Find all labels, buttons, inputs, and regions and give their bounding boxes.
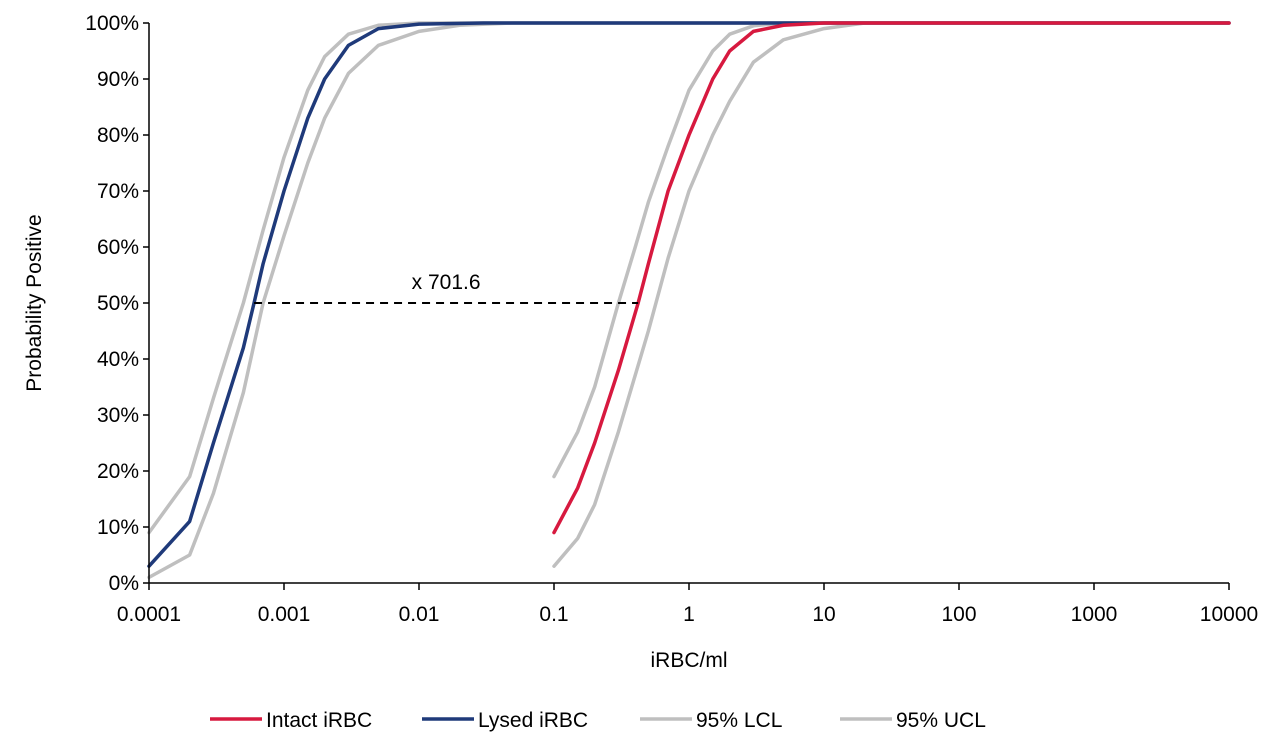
y-tick-label: 0% — [109, 572, 139, 595]
y-tick-label: 100% — [85, 12, 139, 35]
y-tick-label: 10% — [97, 516, 139, 539]
y-tick-labels: 0% 10% 20% 30% 40% 50% 60% 70% 80% 90% 100% — [85, 12, 139, 595]
y-tick-label: 30% — [97, 404, 139, 427]
x-tick-labels: 0.0001 0.001 0.01 0.1 1 10 100 1000 10000 — [117, 603, 1258, 626]
legend-item-95-lcl: 95% LCL — [640, 709, 782, 732]
series-line-95-ucl — [147, 21, 1231, 580]
x-tick-label: 1 — [683, 603, 695, 626]
x-tick-label: 10000 — [1200, 603, 1258, 626]
x-tick-label: 0.001 — [258, 603, 311, 626]
x-tick-label: 0.01 — [399, 603, 440, 626]
x-tick-label: 1000 — [1071, 603, 1118, 626]
legend-label: 95% UCL — [896, 709, 986, 732]
x-tick-label: 0.1 — [539, 603, 568, 626]
y-axis-title: Probability Positive — [23, 214, 46, 391]
x-tick-label: 10 — [812, 603, 835, 626]
x-axis-title: iRBC/ml — [651, 649, 728, 672]
series-line-lysed-irbc — [147, 21, 1231, 568]
legend: Intact iRBC Lysed iRBC 95% LCL 95% UCL — [210, 709, 986, 732]
y-tick-label: 20% — [97, 460, 139, 483]
legend-label: Lysed iRBC — [478, 709, 588, 732]
legend-label: 95% LCL — [696, 709, 782, 732]
axes-layer — [143, 22, 1230, 590]
legend-label: Intact iRBC — [266, 709, 372, 732]
legend-item-lysed-irbc: Lysed iRBC — [422, 709, 588, 732]
y-tick-label: 60% — [97, 236, 139, 259]
legend-item-95-ucl: 95% UCL — [840, 709, 986, 732]
x-tick-label: 0.0001 — [117, 603, 181, 626]
y-tick-label: 80% — [97, 124, 139, 147]
series-line-95-lcl — [552, 21, 1231, 479]
annotation-label: x 701.6 — [412, 271, 481, 294]
y-tick-label: 90% — [97, 68, 139, 91]
series-layer — [147, 21, 1231, 580]
y-tick-label: 70% — [97, 180, 139, 203]
legend-item-intact-irbc: Intact iRBC — [210, 709, 372, 732]
series-line-95-lcl — [147, 21, 1231, 535]
y-tick-label: 50% — [97, 292, 139, 315]
y-tick-label: 40% — [97, 348, 139, 371]
series-line-95-ucl — [552, 21, 1231, 568]
annotation-layer: x 701.6 — [254, 271, 639, 304]
x-tick-label: 100 — [941, 603, 976, 626]
series-line-intact-irbc — [552, 21, 1231, 535]
